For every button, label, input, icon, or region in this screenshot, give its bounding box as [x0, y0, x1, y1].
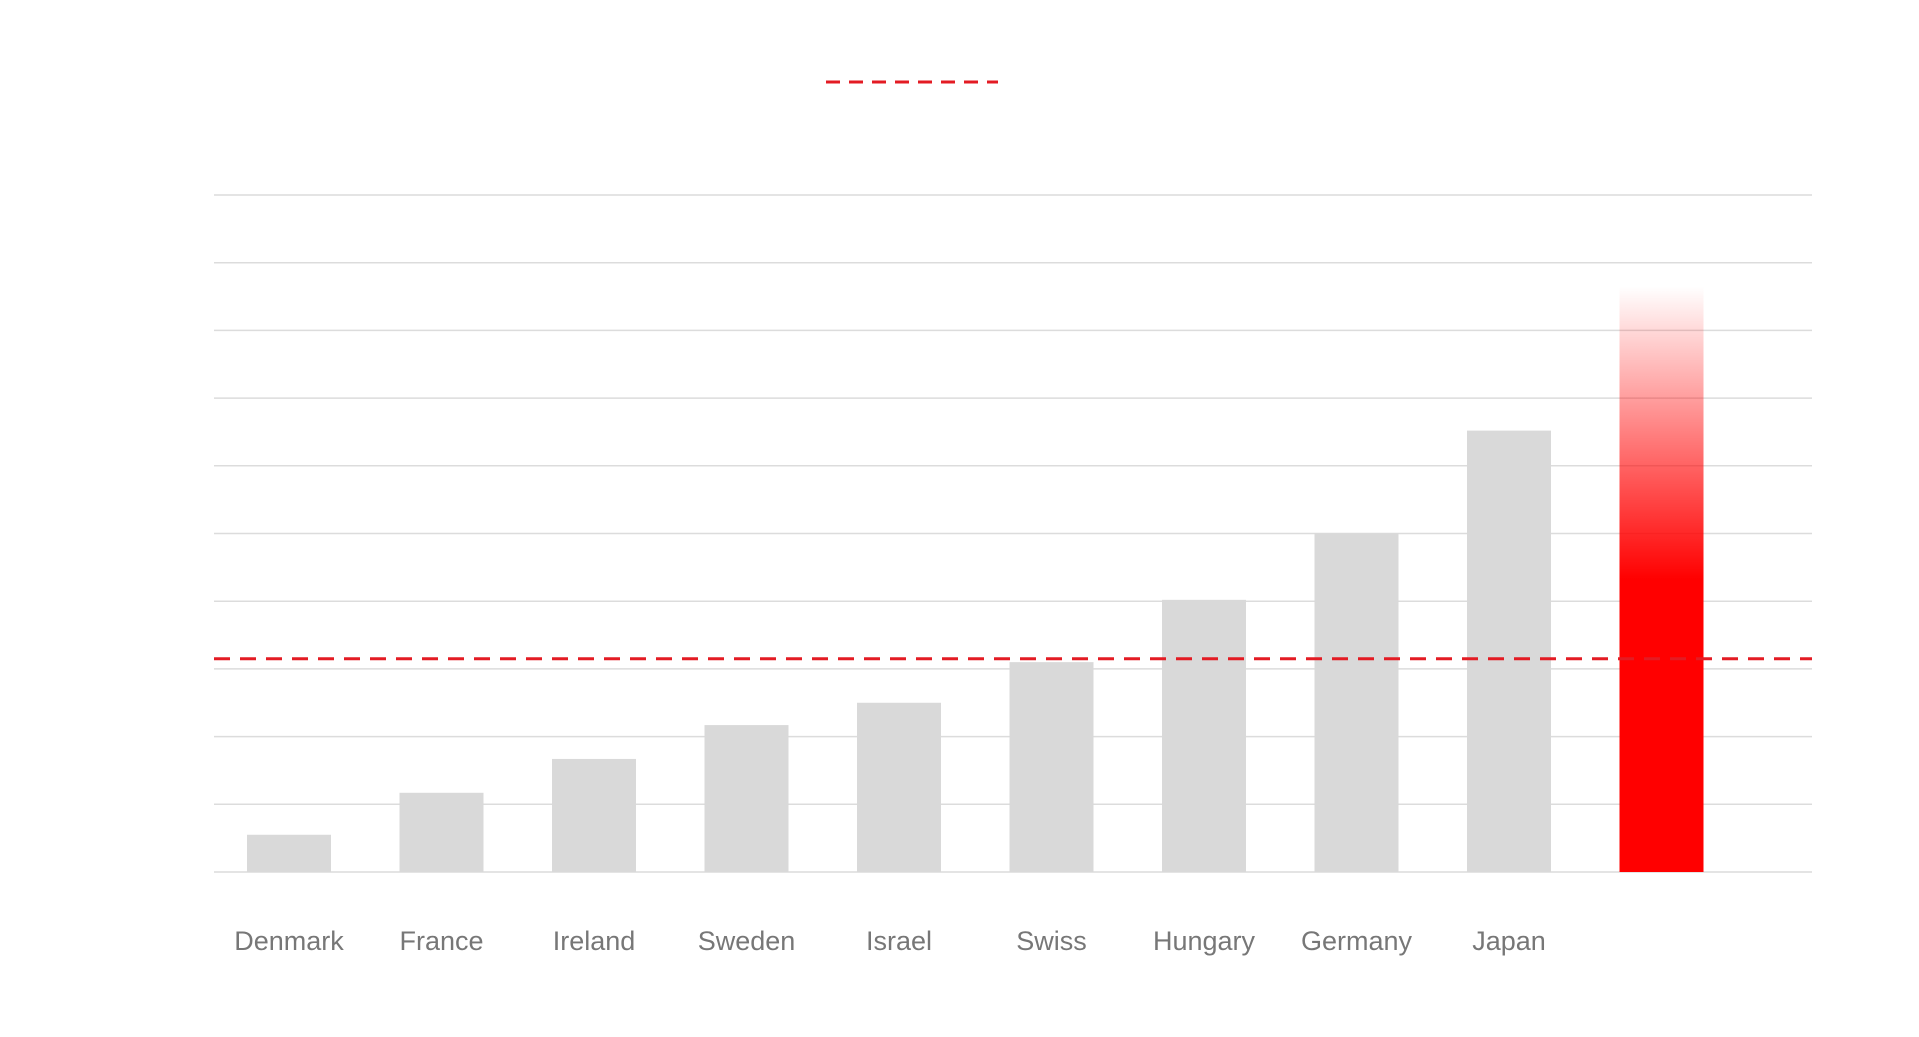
x-tick-label: Hungary [1153, 926, 1256, 956]
bar [247, 834, 331, 872]
x-tick-label: Germany [1301, 926, 1413, 956]
bar [1009, 662, 1094, 872]
x-tick-label: France [399, 926, 483, 956]
bar [857, 702, 941, 872]
x-axis-labels: Denmark France Ireland Sweden Israel Swiss Hun… [234, 926, 1546, 956]
bar [704, 725, 789, 872]
bars [247, 286, 1704, 872]
bar [1467, 430, 1551, 872]
highlight-bar [1619, 286, 1704, 872]
bar [552, 758, 636, 872]
x-tick-label: Denmark [234, 926, 344, 956]
bar [1314, 533, 1399, 872]
x-tick-label: Ireland [553, 926, 636, 956]
x-tick-label: Japan [1472, 926, 1546, 956]
bar [399, 792, 484, 872]
x-tick-label: Israel [866, 926, 932, 956]
bar [1162, 599, 1246, 872]
x-tick-label: Sweden [698, 926, 796, 956]
x-tick-label: Swiss [1016, 926, 1087, 956]
